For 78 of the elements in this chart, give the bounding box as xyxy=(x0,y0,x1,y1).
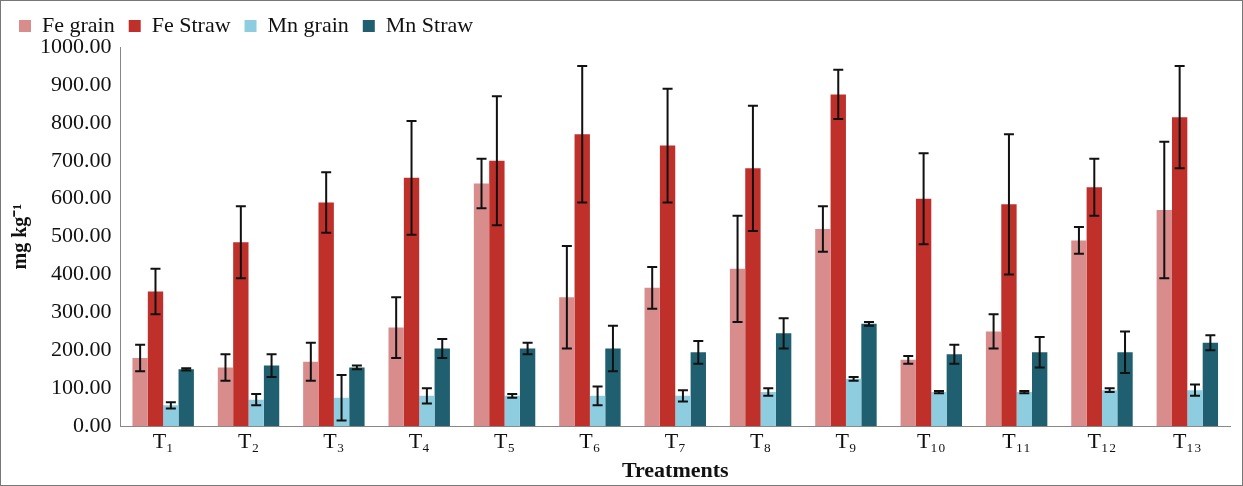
bar xyxy=(132,357,148,427)
bar xyxy=(1001,204,1017,427)
bar xyxy=(178,369,194,427)
bar xyxy=(775,333,792,427)
x-tick-label: T₇ xyxy=(664,428,686,454)
bar xyxy=(559,297,575,427)
y-tick-label: 700.00 xyxy=(51,146,112,172)
bar xyxy=(815,229,831,427)
bar xyxy=(745,168,761,427)
bar xyxy=(388,327,404,427)
bar xyxy=(605,348,621,427)
bar xyxy=(861,323,877,427)
x-tick-label: T₁₂ xyxy=(1087,428,1117,454)
bar xyxy=(644,287,660,427)
bar xyxy=(419,395,435,427)
bar xyxy=(147,291,164,427)
bar xyxy=(900,359,916,427)
x-tick-label: T₉ xyxy=(835,428,857,454)
x-tick-label: T₁₀ xyxy=(916,428,946,454)
x-axis-title: Treatments xyxy=(621,457,730,483)
x-tick-label: T₁₃ xyxy=(1172,428,1202,454)
bar xyxy=(1032,352,1048,427)
bar xyxy=(1187,390,1203,427)
bar xyxy=(489,160,505,427)
bar xyxy=(729,268,746,427)
bar xyxy=(504,395,520,427)
y-tick-label: 400.00 xyxy=(51,260,112,286)
bar xyxy=(519,348,536,427)
bar xyxy=(985,331,1002,427)
bar xyxy=(675,395,691,427)
y-axis-title: mg kg⁻¹ xyxy=(8,203,32,270)
bar xyxy=(403,177,420,427)
x-tick-label: T₂ xyxy=(237,428,260,454)
bar xyxy=(760,392,776,427)
x-tick-label: T₈ xyxy=(750,428,772,454)
bar xyxy=(434,348,450,427)
bar xyxy=(1171,117,1188,427)
y-tick-label: 800.00 xyxy=(51,108,112,134)
bar xyxy=(303,361,319,427)
y-tick-label: 500.00 xyxy=(51,222,112,248)
bar xyxy=(659,145,676,427)
x-tick-label: T₃ xyxy=(323,428,345,454)
bar xyxy=(1071,240,1087,427)
y-tick-label: 600.00 xyxy=(51,184,112,210)
bar xyxy=(946,354,963,427)
y-tick-label: 0.00 xyxy=(73,411,112,437)
y-tick-label: 200.00 xyxy=(51,336,112,362)
bar xyxy=(1016,392,1032,427)
legend-label: Fe grain xyxy=(42,11,115,37)
bar xyxy=(574,134,590,427)
x-tick-label: T₄ xyxy=(408,428,430,454)
bar xyxy=(217,367,234,427)
bar xyxy=(263,365,280,427)
bar xyxy=(915,198,932,427)
bar xyxy=(1202,342,1219,427)
legend-label: Mn Straw xyxy=(385,11,474,37)
bar xyxy=(931,392,947,427)
x-tick-label: T₆ xyxy=(579,428,601,454)
y-tick-label: 900.00 xyxy=(51,70,112,96)
bar xyxy=(690,352,706,427)
bar xyxy=(318,202,334,427)
bar xyxy=(1101,390,1118,427)
bar xyxy=(163,405,179,427)
x-tick-label: T₁ xyxy=(152,428,174,454)
legend-label: Mn grain xyxy=(267,11,349,37)
legend-label: Fe Straw xyxy=(151,11,231,37)
y-tick-label: 300.00 xyxy=(51,298,112,324)
bar xyxy=(1156,210,1172,427)
y-tick-label: 100.00 xyxy=(51,374,112,400)
x-tick-label: T₁₁ xyxy=(1002,428,1032,454)
bar xyxy=(473,183,490,427)
bar xyxy=(830,94,846,427)
x-tick-label: T₅ xyxy=(494,428,516,454)
bar xyxy=(845,378,862,427)
bar xyxy=(1086,187,1102,427)
bar xyxy=(233,242,249,427)
bar xyxy=(349,367,365,427)
bar xyxy=(1117,352,1133,427)
